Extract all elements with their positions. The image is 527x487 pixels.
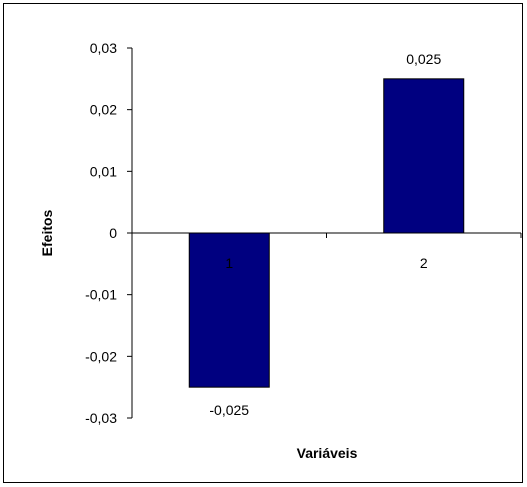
y-tick-label: -0,03 xyxy=(85,410,117,426)
y-tick-label: -0,01 xyxy=(85,287,117,303)
bar-1 xyxy=(188,232,270,388)
labels: 1 -0,025 2 0,025 xyxy=(209,51,441,418)
y-tick-label: 0,02 xyxy=(90,102,117,118)
y-tick-label: 0 xyxy=(109,225,117,241)
y-axis: 0,03 0,02 0,01 0 -0,01 -0,02 -0,03 xyxy=(85,40,133,426)
y-axis-title: Efeitos xyxy=(39,209,55,256)
bar-2 xyxy=(383,78,465,234)
y-tick-label: 0,03 xyxy=(90,40,117,56)
data-label: 0,025 xyxy=(406,51,441,67)
y-tick-label: -0,02 xyxy=(85,348,117,364)
x-axis-title: Variáveis xyxy=(297,445,358,461)
x-tick-label: 1 xyxy=(225,255,233,271)
y-tick-label: 0,01 xyxy=(90,163,117,179)
bars xyxy=(188,78,465,388)
data-label: -0,025 xyxy=(209,402,249,418)
x-tick-label: 2 xyxy=(420,255,428,271)
